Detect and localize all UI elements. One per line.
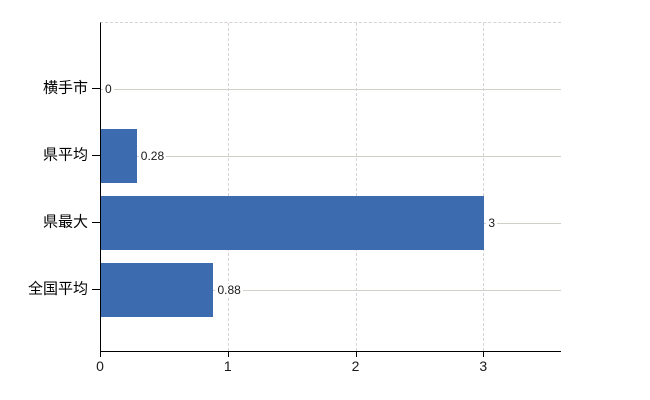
x-axis-tick (100, 351, 101, 357)
plot-area: 0 0.28 3 0.88 (100, 22, 561, 352)
x-axis-tick (483, 351, 485, 357)
gridline-horizontal (101, 290, 561, 291)
category-label: 全国平均 (27, 280, 88, 298)
y-axis-tick (92, 155, 100, 156)
x-axis-tick (227, 351, 229, 357)
gridline-vertical (355, 23, 357, 351)
value-label: 3 (486, 216, 498, 230)
y-axis-tick (92, 222, 100, 223)
value-label: 0.88 (215, 283, 243, 297)
x-tick-label: 3 (479, 358, 488, 374)
category-label: 県平均 (42, 146, 88, 164)
gridline-horizontal (101, 156, 561, 157)
value-label: 0 (103, 82, 114, 96)
bar (101, 263, 214, 317)
gridline-vertical (483, 23, 485, 351)
bar (101, 196, 485, 250)
category-label: 横手市 (42, 79, 88, 97)
x-tick-label: 1 (223, 358, 232, 374)
gridline-vertical (227, 23, 229, 351)
x-axis-tick (355, 351, 357, 357)
x-tick-label: 0 (96, 358, 104, 374)
bar (101, 129, 137, 183)
y-axis-tick (92, 289, 100, 290)
y-axis-tick (92, 88, 100, 89)
x-tick-label: 2 (351, 358, 360, 374)
value-label: 0.28 (138, 149, 167, 163)
category-label: 県最大 (42, 213, 88, 231)
gridline-horizontal (101, 89, 561, 90)
